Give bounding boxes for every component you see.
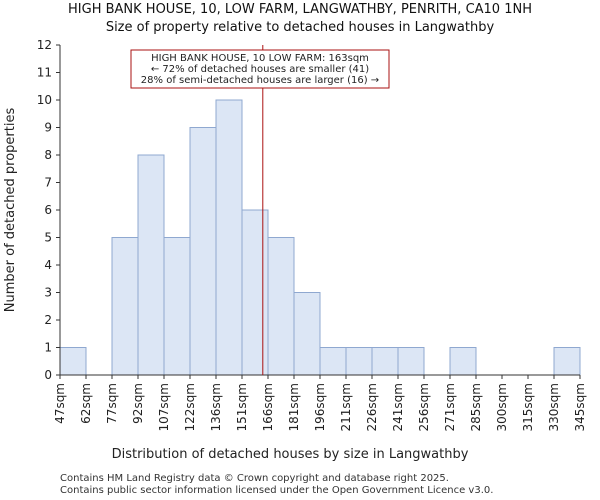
y-tick-label: 1 (44, 341, 52, 355)
histogram-bar (371, 347, 399, 376)
x-tick-label: 47sqm (53, 383, 67, 424)
y-tick-label: 2 (44, 313, 52, 327)
x-tick-label: 211sqm (339, 383, 353, 431)
x-tick-label: 107sqm (157, 383, 171, 431)
x-tick-label: 345sqm (573, 383, 587, 431)
histogram-bar (111, 237, 139, 376)
y-tick-label: 0 (44, 368, 52, 382)
x-ticks-group: 47sqm 62sqm 77sqm 92sqm 107sqm 122sqm 136sqm 15… (53, 375, 587, 431)
chart-subtitle: Size of property relative to detached ho… (105, 20, 495, 35)
y-axis-label: Number of detached properties (3, 108, 18, 313)
y-tick-label: 6 (44, 203, 52, 217)
y-tick-label: 12 (37, 38, 52, 52)
x-tick-label: 92sqm (131, 383, 145, 424)
x-tick-label: 300sqm (495, 383, 509, 431)
histogram-bar (59, 347, 87, 376)
y-tick-label: 4 (44, 258, 52, 272)
x-tick-label: 285sqm (469, 383, 483, 431)
bars-group (59, 99, 581, 376)
histogram-bar (241, 209, 269, 376)
annotation-line-1: HIGH BANK HOUSE, 10 LOW FARM: 163sqm (151, 53, 369, 64)
x-tick-label: 122sqm (183, 383, 197, 431)
x-tick-label: 181sqm (287, 383, 301, 431)
y-tick-label: 7 (44, 176, 52, 190)
y-tick-label: 3 (44, 286, 52, 300)
y-tick-label: 5 (44, 231, 52, 245)
x-tick-label: 166sqm (261, 383, 275, 431)
x-tick-label: 271sqm (443, 383, 457, 431)
histogram-bar (163, 237, 191, 376)
annotation-line-3: 28% of semi-detached houses are larger (… (141, 75, 379, 86)
annotation-box: HIGH BANK HOUSE, 10 LOW FARM: 163sqm ← 7… (130, 49, 390, 89)
x-tick-label: 62sqm (79, 383, 93, 424)
histogram-bar (397, 347, 425, 376)
x-tick-label: 136sqm (209, 383, 223, 431)
histogram-bar (267, 237, 295, 376)
x-tick-label: 330sqm (547, 383, 561, 431)
histogram-bar (553, 347, 581, 376)
x-axis-label: Distribution of detached houses by size … (112, 447, 469, 462)
histogram-bar (189, 127, 217, 376)
annotation-border (130, 49, 390, 89)
footer-licence: Contains public sector information licen… (60, 485, 494, 496)
x-tick-label: 315sqm (521, 383, 535, 431)
histogram-bar (319, 347, 347, 376)
histogram-bar (345, 347, 373, 376)
y-tick-label: 9 (44, 121, 52, 135)
chart-title: HIGH BANK HOUSE, 10, LOW FARM, LANGWATHB… (68, 2, 532, 17)
annotation-line-2: ← 72% of detached houses are smaller (41… (151, 64, 369, 75)
x-tick-label: 226sqm (365, 383, 379, 431)
histogram-bar (449, 347, 477, 376)
y-tick-label: 11 (37, 66, 52, 80)
x-tick-label: 196sqm (313, 383, 327, 431)
y-tick-label: 10 (37, 93, 52, 107)
footer-copyright: Contains HM Land Registry data © Crown c… (60, 473, 449, 484)
x-tick-label: 256sqm (417, 383, 431, 431)
y-tick-label: 8 (44, 148, 52, 162)
histogram-bar (137, 154, 165, 376)
x-tick-label: 77sqm (105, 383, 119, 424)
x-tick-label: 241sqm (391, 383, 405, 431)
histogram-bar (293, 292, 321, 376)
histogram-bar (215, 99, 243, 376)
x-tick-label: 151sqm (235, 383, 249, 431)
